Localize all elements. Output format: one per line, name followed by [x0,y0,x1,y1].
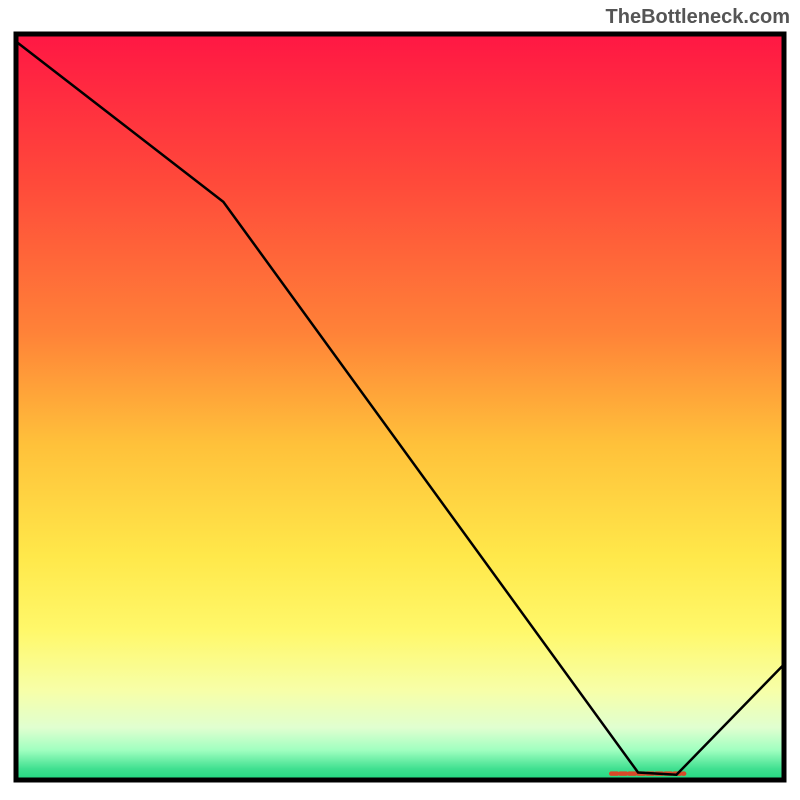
bottleneck-chart [0,0,800,800]
watermark-text: TheBottleneck.com [606,6,790,29]
chart-background [16,34,784,780]
